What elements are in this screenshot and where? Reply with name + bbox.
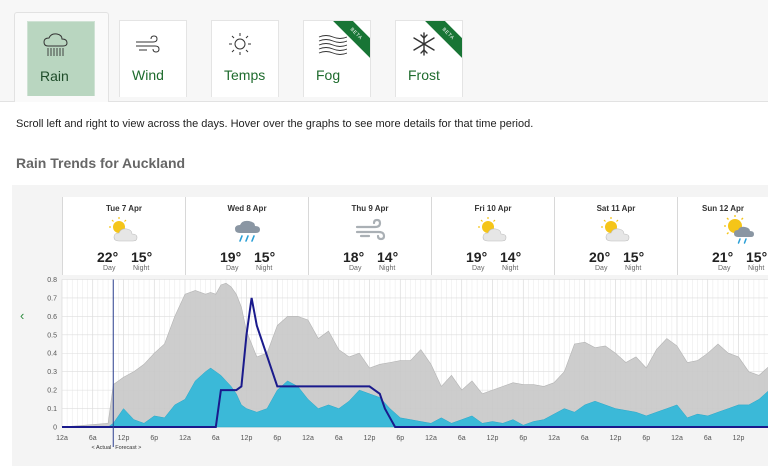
tab-fog-label: Fog bbox=[316, 67, 341, 83]
day-label: Day bbox=[349, 265, 362, 272]
page-title: Rain Trends for Auckland bbox=[16, 155, 186, 171]
day-card[interactable]: Wed 8 Apr 19° 15° Day Night bbox=[185, 197, 308, 275]
night-temp: 15° bbox=[623, 249, 645, 265]
day-label: Day bbox=[226, 265, 239, 272]
night-label: Night bbox=[748, 265, 765, 272]
tab-temps[interactable]: Temps bbox=[211, 20, 279, 97]
x-tick-label: 12p bbox=[487, 435, 499, 442]
day-label: Day bbox=[103, 265, 116, 272]
day-temp: 22° bbox=[97, 249, 119, 265]
tab-frost[interactable]: Frost BETA bbox=[395, 20, 463, 97]
night-temp: 15° bbox=[746, 249, 768, 265]
y-tick-label: 0.3 bbox=[47, 369, 57, 376]
metric-tabs-bar bbox=[0, 0, 768, 102]
y-tick-label: 0.2 bbox=[47, 388, 57, 395]
partly-cloudy-icon bbox=[478, 217, 507, 242]
x-tick-label: 12p bbox=[118, 435, 130, 442]
legend-forecast: Forecast > bbox=[115, 445, 141, 451]
windy-icon bbox=[355, 218, 386, 241]
day-name: Thu 9 Apr bbox=[351, 204, 389, 213]
x-tick-label: 12a bbox=[302, 435, 314, 442]
day-name: Wed 8 Apr bbox=[227, 204, 267, 213]
night-label: Night bbox=[625, 265, 642, 272]
fog-icon bbox=[318, 35, 347, 55]
tab-frost-label: Frost bbox=[408, 67, 440, 83]
tab-fog[interactable]: Fog BETA bbox=[303, 20, 371, 97]
x-tick-label: 6a bbox=[89, 435, 97, 442]
x-tick-label: 6a bbox=[704, 435, 712, 442]
day-name: Sun 12 Apr bbox=[702, 204, 744, 213]
sun-showers-icon bbox=[724, 215, 754, 244]
day-card[interactable]: Sat 11 Apr 20° 15° Day Night bbox=[554, 197, 677, 275]
tab-temps-label: Temps bbox=[224, 67, 266, 83]
tab-wind-label: Wind bbox=[132, 67, 164, 83]
rain-cloud-icon bbox=[43, 33, 68, 56]
day-temp: 19° bbox=[466, 249, 488, 265]
sun-icon bbox=[229, 33, 251, 55]
x-tick-label: 12a bbox=[548, 435, 560, 442]
x-tick-label: 6a bbox=[335, 435, 343, 442]
partly-cloudy-icon bbox=[109, 217, 138, 242]
x-tick-label: 12p bbox=[241, 435, 253, 442]
day-temp: 19° bbox=[220, 249, 242, 265]
showers-icon bbox=[235, 220, 260, 242]
x-tick-label: 12p bbox=[733, 435, 745, 442]
x-tick-label: 12p bbox=[364, 435, 376, 442]
x-tick-label: 6p bbox=[273, 435, 281, 442]
night-label: Night bbox=[256, 265, 273, 272]
y-tick-label: 0.5 bbox=[47, 332, 57, 339]
y-tick-label: 0.4 bbox=[47, 351, 57, 358]
rain-likely-area bbox=[62, 367, 768, 428]
x-tick-label: 12a bbox=[179, 435, 191, 442]
x-tick-label: 6p bbox=[519, 435, 527, 442]
x-tick-label: 12a bbox=[671, 435, 683, 442]
night-temp: 15° bbox=[254, 249, 276, 265]
night-label: Night bbox=[502, 265, 519, 272]
day-name: Fri 10 Apr bbox=[474, 204, 512, 213]
day-card[interactable]: Fri 10 Apr 19° 14° Day Night bbox=[431, 197, 554, 275]
x-tick-label: 6a bbox=[581, 435, 589, 442]
actual-rain-line bbox=[62, 297, 768, 428]
x-tick-label: 6a bbox=[212, 435, 220, 442]
x-tick-label: 6p bbox=[150, 435, 158, 442]
y-tick-label: 0.6 bbox=[47, 314, 57, 321]
x-tick-label: 12p bbox=[610, 435, 622, 442]
x-tick-label: 12a bbox=[425, 435, 437, 442]
day-card[interactable]: Thu 9 Apr 18° 14° Day Night bbox=[308, 197, 431, 275]
night-label: Night bbox=[133, 265, 150, 272]
wind-icon bbox=[136, 35, 160, 53]
day-name: Tue 7 Apr bbox=[105, 204, 142, 213]
x-tick-label: 6p bbox=[396, 435, 404, 442]
instructions-text: Scroll left and right to view across the… bbox=[16, 118, 534, 130]
night-temp: 14° bbox=[500, 249, 522, 265]
day-temp: 18° bbox=[343, 249, 365, 265]
day-label: Day bbox=[595, 265, 608, 272]
y-tick-label: 0.1 bbox=[47, 406, 57, 413]
x-tick-label: 6p bbox=[642, 435, 650, 442]
x-tick-label: 6a bbox=[458, 435, 466, 442]
x-tick-label: 12a bbox=[56, 435, 68, 442]
tab-rain[interactable]: Rain bbox=[27, 21, 95, 96]
day-label: Day bbox=[472, 265, 485, 272]
tab-wind[interactable]: Wind bbox=[119, 20, 187, 97]
partly-cloudy-icon bbox=[601, 217, 630, 242]
night-label: Night bbox=[379, 265, 396, 272]
y-tick-label: 0.8 bbox=[47, 277, 57, 284]
night-temp: 15° bbox=[131, 249, 153, 265]
day-label: Day bbox=[718, 265, 731, 272]
day-temp: 20° bbox=[589, 249, 611, 265]
tab-rain-label: Rain bbox=[40, 68, 69, 84]
night-temp: 14° bbox=[377, 249, 399, 265]
y-tick-label: 0 bbox=[53, 425, 57, 432]
legend-actual: < Actual bbox=[92, 445, 112, 451]
rain-range-area bbox=[61, 282, 768, 428]
snowflake-icon bbox=[413, 32, 435, 56]
y-tick-label: 0.7 bbox=[47, 295, 57, 302]
rain-trend-chart[interactable]: 0 0.1 0.2 0.3 0.4 0.5 0.6 0.7 0.8 12a 6a 12p 6p 12a 6a… bbox=[0, 270, 768, 466]
chevron-left-icon[interactable]: ‹ bbox=[20, 308, 25, 323]
day-card[interactable]: Sun 12 Apr 21° 15° Day Night bbox=[677, 197, 768, 275]
day-temp: 21° bbox=[712, 249, 734, 265]
day-name: Sat 11 Apr bbox=[596, 204, 636, 213]
day-card[interactable]: Tue 7 Apr 22° 15° Day Night bbox=[62, 197, 185, 275]
